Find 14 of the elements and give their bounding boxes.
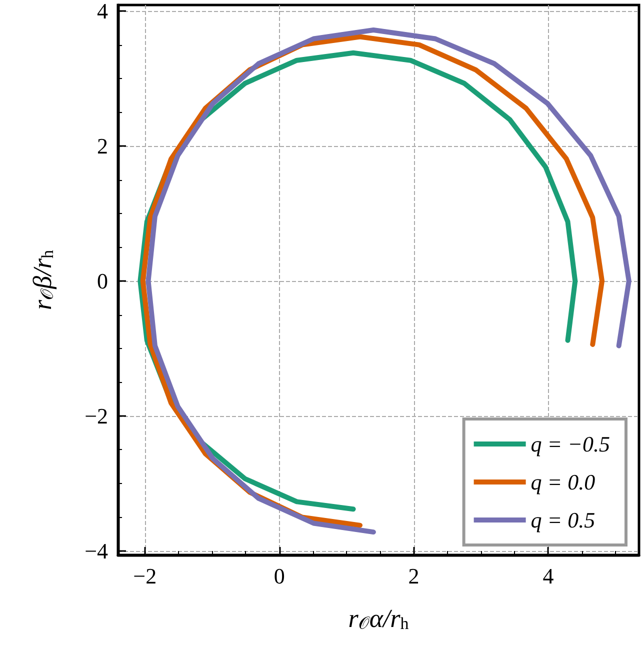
y-tick-label: 2 [97, 134, 108, 159]
y-axis-title: r𝒪β/rh [28, 250, 57, 310]
x-tick-label: −2 [133, 564, 157, 588]
x-tick-label: 4 [542, 564, 554, 588]
legend-label: q = 0.5 [530, 508, 596, 532]
x-tick-label: 2 [408, 564, 420, 588]
y-tick-label: 4 [97, 0, 108, 24]
x-axis-title: r𝒪α/rh [348, 604, 410, 633]
y-tick-label: −4 [84, 538, 108, 564]
legend-label: q = 0.0 [530, 470, 596, 494]
y-tick-label: −2 [84, 403, 108, 428]
y-tick-label: 0 [97, 268, 108, 294]
legend-label: q = −0.5 [530, 432, 610, 456]
x-tick-label: 0 [274, 564, 285, 588]
